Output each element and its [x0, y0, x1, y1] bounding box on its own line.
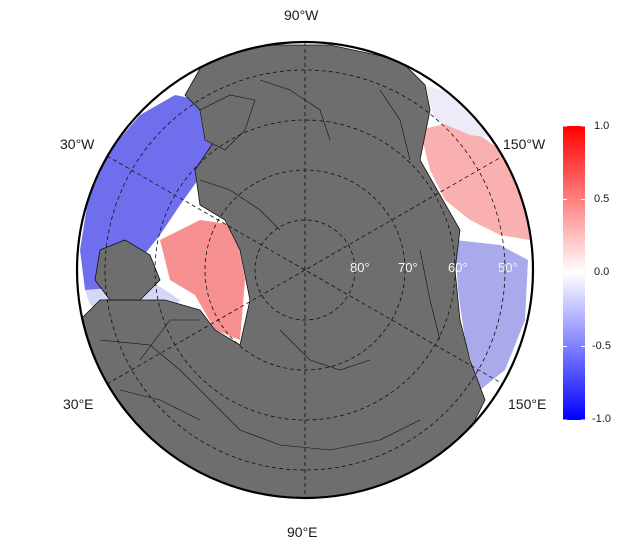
map-border — [75, 40, 535, 500]
lon-label-90w: 90°W — [284, 7, 319, 23]
land-scandinavia — [94, 239, 161, 301]
lat-label-50: 50° — [498, 260, 518, 275]
lon-label-150w: 150°W — [503, 136, 546, 152]
map-disc — [77, 42, 533, 498]
anomaly-barents-positive — [160, 220, 245, 340]
lon-label-90e: 90°E — [287, 524, 318, 540]
colorbar-tick-neg1: -1.0 — [592, 413, 611, 425]
lon-label-30e: 30°E — [63, 396, 94, 412]
lon-label-30w: 30°W — [60, 136, 95, 152]
lat-label-70: 70° — [398, 260, 418, 275]
lat-label-60: 60° — [448, 260, 468, 275]
land-greenland-coast — [199, 94, 256, 151]
colorbar-tick-0.5: 0.5 — [594, 193, 610, 205]
colorbar-tick-neg0.5: -0.5 — [592, 340, 611, 352]
anomaly-north-atlantic-negative — [80, 95, 215, 290]
colorbar-tick-0: 0.0 — [594, 266, 610, 278]
borders — [99, 79, 441, 451]
anomaly-pacific-positive — [420, 120, 530, 240]
lat-label-80: 80° — [350, 260, 370, 275]
colorbar-tick-1: 1.0 — [594, 120, 610, 132]
graticule-meridians — [106, 42, 504, 498]
colorbar-ticks — [563, 125, 585, 421]
anomaly-pacific-negative — [455, 240, 528, 390]
lon-label-150e: 150°E — [508, 396, 547, 412]
colorbar — [563, 126, 585, 420]
